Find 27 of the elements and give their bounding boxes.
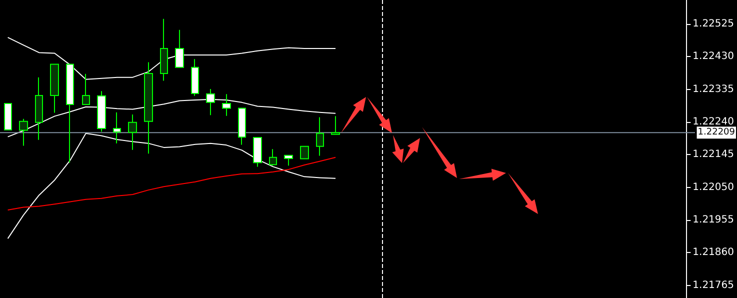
y-tick-label: 1.21765	[692, 280, 734, 291]
ref-line-label: 1.22209	[698, 128, 736, 138]
candlestick	[238, 108, 246, 146]
candlestick	[4, 102, 12, 130]
candlestick	[160, 18, 168, 82]
candlestick	[50, 64, 59, 114]
candlestick	[82, 73, 90, 105]
candlestick	[128, 114, 137, 150]
candlestick	[191, 58, 199, 96]
candlestick	[269, 148, 277, 166]
y-tick-label: 1.21860	[692, 247, 734, 258]
y-tick-label: 1.22525	[692, 18, 734, 30]
y-tick-label: 1.22050	[692, 182, 734, 193]
y-tick-label: 1.21955	[692, 214, 734, 226]
y-tick-label: 1.22335	[692, 84, 734, 95]
y-tick-label: 1.22430	[692, 51, 734, 62]
candlestick	[144, 62, 153, 154]
candlestick	[331, 116, 340, 135]
candlestick	[316, 116, 324, 156]
candlestick	[35, 76, 43, 140]
candlestick	[253, 136, 262, 168]
y-tick-label: 1.22145	[692, 149, 734, 160]
line-series	[7, 156, 336, 211]
candlestick	[19, 118, 28, 146]
candlestick	[284, 154, 293, 166]
y-tick-label: 1.22240	[692, 116, 734, 128]
candlestick	[300, 146, 309, 160]
